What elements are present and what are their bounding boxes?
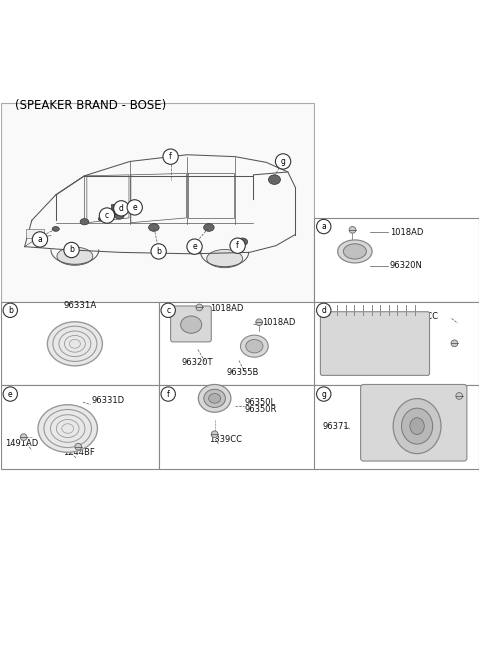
Ellipse shape: [207, 249, 242, 268]
Text: g: g: [281, 157, 286, 166]
Text: (SPEAKER BRAND - BOSE): (SPEAKER BRAND - BOSE): [15, 99, 166, 112]
Circle shape: [276, 154, 291, 169]
Text: d: d: [321, 306, 326, 315]
Ellipse shape: [48, 322, 102, 366]
Text: b: b: [69, 245, 74, 255]
Circle shape: [127, 199, 143, 215]
Ellipse shape: [343, 244, 366, 259]
Bar: [158, 386, 317, 469]
Circle shape: [317, 219, 331, 234]
Ellipse shape: [52, 226, 60, 232]
Text: c: c: [166, 306, 170, 315]
Text: 96350L: 96350L: [245, 398, 276, 407]
Bar: [0, 302, 158, 386]
Text: b: b: [156, 247, 161, 256]
Text: e: e: [192, 242, 197, 251]
Ellipse shape: [209, 394, 221, 403]
Circle shape: [211, 431, 218, 438]
Circle shape: [196, 304, 203, 311]
Ellipse shape: [115, 212, 124, 219]
Circle shape: [64, 242, 79, 258]
Circle shape: [349, 226, 356, 234]
Text: 1244BF: 1244BF: [63, 448, 95, 457]
Text: f: f: [236, 241, 239, 250]
Text: 1339CC: 1339CC: [405, 312, 438, 321]
Circle shape: [456, 392, 463, 400]
Text: 1018AD: 1018AD: [263, 318, 296, 327]
Circle shape: [161, 303, 175, 318]
Ellipse shape: [204, 224, 214, 232]
Text: 96320T: 96320T: [181, 358, 213, 367]
Text: 96320N: 96320N: [390, 261, 423, 270]
Circle shape: [75, 443, 82, 450]
Ellipse shape: [198, 384, 231, 412]
Ellipse shape: [268, 175, 280, 184]
Text: c: c: [105, 211, 109, 220]
Text: f: f: [169, 152, 172, 161]
Bar: [314, 302, 480, 386]
Circle shape: [163, 149, 178, 164]
Text: f: f: [167, 390, 169, 399]
Ellipse shape: [133, 204, 142, 211]
Ellipse shape: [38, 405, 97, 452]
Ellipse shape: [410, 418, 424, 434]
Circle shape: [317, 303, 331, 318]
Ellipse shape: [246, 340, 263, 353]
Ellipse shape: [149, 224, 159, 232]
Bar: [25, 230, 44, 238]
Bar: [314, 386, 480, 469]
Circle shape: [151, 244, 166, 259]
Text: 1339CC: 1339CC: [360, 392, 394, 400]
Ellipse shape: [240, 335, 268, 358]
Text: a: a: [322, 222, 326, 231]
Text: 1018AD: 1018AD: [210, 304, 243, 314]
Text: 1491AD: 1491AD: [5, 440, 39, 448]
Circle shape: [256, 319, 263, 325]
Text: 96371: 96371: [323, 422, 349, 430]
Ellipse shape: [237, 238, 248, 246]
Ellipse shape: [393, 399, 441, 454]
Text: 96350R: 96350R: [245, 405, 277, 414]
Circle shape: [3, 387, 17, 401]
Text: b: b: [8, 306, 12, 315]
Bar: [0, 103, 314, 302]
Text: 1018AD: 1018AD: [390, 228, 423, 237]
Ellipse shape: [122, 205, 130, 211]
Bar: [158, 302, 317, 386]
Ellipse shape: [402, 408, 432, 444]
Bar: [0, 386, 158, 469]
Text: 96370N: 96370N: [327, 319, 360, 329]
Ellipse shape: [98, 216, 104, 221]
Circle shape: [161, 387, 175, 401]
Circle shape: [99, 208, 115, 223]
Text: 1339CC: 1339CC: [209, 434, 242, 443]
FancyBboxPatch shape: [170, 306, 211, 342]
Ellipse shape: [337, 240, 372, 263]
Circle shape: [451, 340, 458, 346]
Text: e: e: [132, 203, 137, 212]
Text: 96355B: 96355B: [227, 367, 259, 377]
Circle shape: [317, 387, 331, 401]
Circle shape: [230, 238, 245, 253]
Text: 96331D: 96331D: [92, 396, 125, 405]
FancyBboxPatch shape: [360, 384, 467, 461]
Ellipse shape: [180, 316, 202, 333]
Text: a: a: [37, 235, 42, 244]
Circle shape: [3, 303, 17, 318]
Bar: [111, 203, 125, 214]
Text: e: e: [8, 390, 12, 399]
Circle shape: [114, 201, 129, 216]
Ellipse shape: [80, 218, 89, 225]
Text: 96331A: 96331A: [63, 300, 96, 310]
Ellipse shape: [204, 389, 226, 407]
Circle shape: [32, 232, 48, 247]
Ellipse shape: [57, 247, 93, 265]
Circle shape: [20, 434, 27, 440]
Text: d: d: [119, 204, 124, 213]
Bar: [314, 218, 480, 302]
FancyBboxPatch shape: [321, 312, 430, 375]
Text: g: g: [321, 390, 326, 399]
Circle shape: [187, 239, 202, 255]
